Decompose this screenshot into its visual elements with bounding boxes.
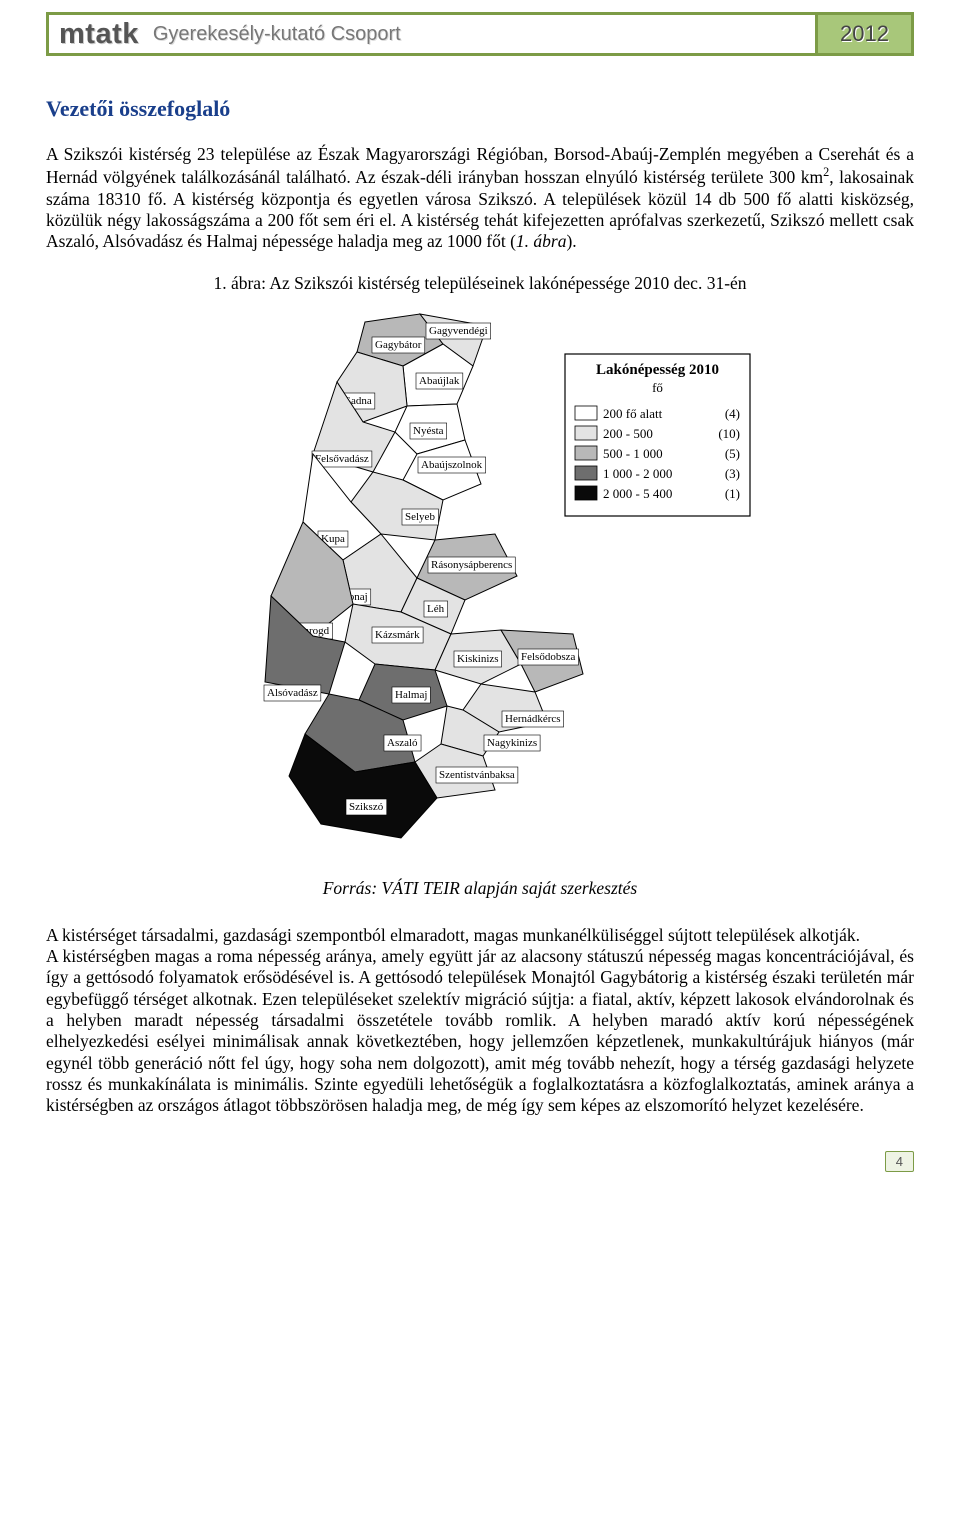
- header-year-box: 2012: [815, 15, 911, 53]
- map-legend: Lakónépesség 2010 fő 200 fő alatt (4) 200 - …: [565, 354, 750, 516]
- municipality-label: Gagyvendégi: [429, 325, 488, 337]
- municipality-label: Hernádkércs: [505, 713, 561, 725]
- header-year: 2012: [840, 21, 889, 47]
- municipality-label: Léh: [427, 603, 445, 615]
- legend-unit: fő: [652, 380, 663, 395]
- legend-row-label: 200 fő alatt: [603, 406, 663, 421]
- map-shapes-group: GagybátorGagyvendégiAbaújlakGadnaNyéstaF…: [264, 314, 583, 838]
- legend-swatch: [575, 446, 597, 460]
- paragraph-2: A kistérséget társadalmi, gazdasági szem…: [46, 925, 914, 946]
- municipality-label: Nyésta: [413, 425, 444, 437]
- municipality-label: Kázsmárk: [375, 629, 420, 641]
- brand-logo-text: mtatk: [59, 18, 139, 51]
- municipality-label: Halmaj: [395, 689, 427, 701]
- legend-row-count: (1): [725, 486, 740, 501]
- paragraph-intro: A Szikszói kistérség 23 települése az És…: [46, 144, 914, 253]
- figure-caption: 1. ábra: Az Szikszói kistérség település…: [46, 273, 914, 294]
- legend-row-count: (4): [725, 406, 740, 421]
- map-figure: GagybátorGagyvendégiAbaújlakGadnaNyéstaF…: [195, 304, 765, 864]
- legend-swatch: [575, 406, 597, 420]
- header-left: mtatk Gyerekesély-kutató Csoport: [49, 15, 815, 53]
- legend-swatch: [575, 466, 597, 480]
- brand-subtitle: Gyerekesély-kutató Csoport: [153, 23, 401, 46]
- municipality-label: Rásonysápberencs: [431, 559, 512, 571]
- legend-row-label: 1 000 - 2 000: [603, 466, 672, 481]
- legend-row-label: 200 - 500: [603, 426, 653, 441]
- legend-row-count: (3): [725, 466, 740, 481]
- legend-row-label: 2 000 - 5 400: [603, 486, 672, 501]
- legend-row-label: 500 - 1 000: [603, 446, 663, 461]
- municipality-label: Szikszó: [349, 801, 384, 813]
- legend-swatch: [575, 426, 597, 440]
- municipality-label: Abaújszolnok: [421, 459, 483, 471]
- municipality-label: Selyeb: [405, 511, 435, 523]
- section-title: Vezetői összefoglaló: [46, 96, 914, 122]
- page-footer: 4: [46, 1151, 914, 1172]
- legend-title: Lakónépesség 2010: [596, 362, 719, 378]
- legend-row-count: (10): [718, 426, 740, 441]
- municipality-label: Felsődobsza: [521, 651, 576, 663]
- municipality-label: Kiskinizs: [457, 653, 499, 665]
- figure-map-container: GagybátorGagyvendégiAbaújlakGadnaNyéstaF…: [46, 304, 914, 864]
- municipality-label: Szentistvánbaksa: [439, 769, 515, 781]
- paragraph-3: A kistérségben magas a roma népesség ará…: [46, 946, 914, 1117]
- municipality-label: Aszaló: [387, 737, 418, 749]
- figure-source: Forrás: VÁTI TEIR alapján saját szerkesz…: [46, 878, 914, 899]
- municipality-label: Abaújlak: [419, 375, 460, 387]
- page-header: mtatk Gyerekesély-kutató Csoport 2012: [46, 12, 914, 56]
- municipality-label: Alsóvadász: [267, 687, 318, 699]
- municipality-label: Gagybátor: [375, 339, 422, 351]
- legend-swatch: [575, 486, 597, 500]
- municipality-label: Nagykinizs: [487, 737, 537, 749]
- page-number: 4: [885, 1151, 914, 1172]
- legend-row-count: (5): [725, 446, 740, 461]
- municipality-label: Felsővadász: [315, 453, 369, 465]
